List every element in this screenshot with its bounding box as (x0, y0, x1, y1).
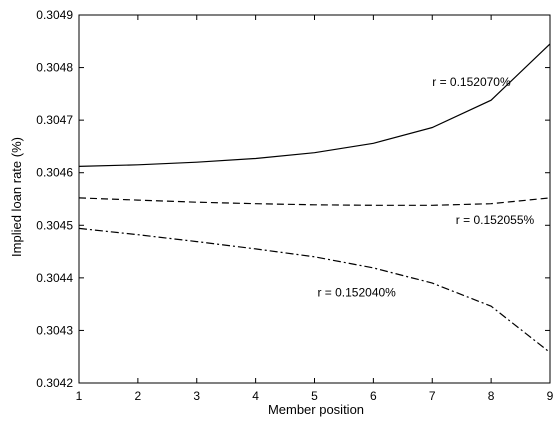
y-tick-label: 0.3045 (36, 218, 73, 232)
y-tick-label: 0.3044 (36, 271, 73, 285)
x-tick-label: 4 (252, 389, 259, 403)
y-axis: 0.3042 0.3043 0.3044 0.3045 0.3046 0.3047 0.30… (36, 8, 550, 390)
x-tick-label: 3 (193, 389, 200, 403)
series-line-solid (78, 43, 551, 167)
y-tick-label: 0.3048 (36, 61, 73, 75)
x-tick-label: 9 (547, 389, 554, 403)
x-tick-label: 5 (311, 389, 318, 403)
y-axis-label: Implied loan rate (%) (9, 137, 24, 257)
annotations: r = 0.152070% r = 0.152055% r = 0.152040% (317, 75, 534, 299)
y-tick-label: 0.3047 (36, 113, 73, 127)
y-tick-label: 0.3046 (36, 166, 73, 180)
annotation-label: r = 0.152055% (456, 213, 535, 227)
x-tick-label: 1 (76, 389, 83, 403)
y-tick-label: 0.3043 (36, 323, 73, 337)
x-tick-label: 2 (135, 389, 142, 403)
y-tick-label: 0.3049 (36, 8, 73, 22)
annotation-label: r = 0.152070% (432, 75, 511, 89)
series-lines (78, 43, 551, 353)
x-tick-label: 8 (488, 389, 495, 403)
plot-frame (78, 14, 551, 384)
x-tick-label: 7 (429, 389, 436, 403)
x-axis-label: Member position (268, 402, 364, 417)
annotation-label: r = 0.152040% (317, 285, 396, 299)
series-line-dashed (78, 197, 551, 206)
x-tick-label: 6 (370, 389, 377, 403)
series-line-dashdot (78, 227, 551, 353)
y-tick-label: 0.3042 (36, 376, 73, 390)
x-axis: 1 2 3 4 5 6 7 8 9 (76, 15, 554, 403)
